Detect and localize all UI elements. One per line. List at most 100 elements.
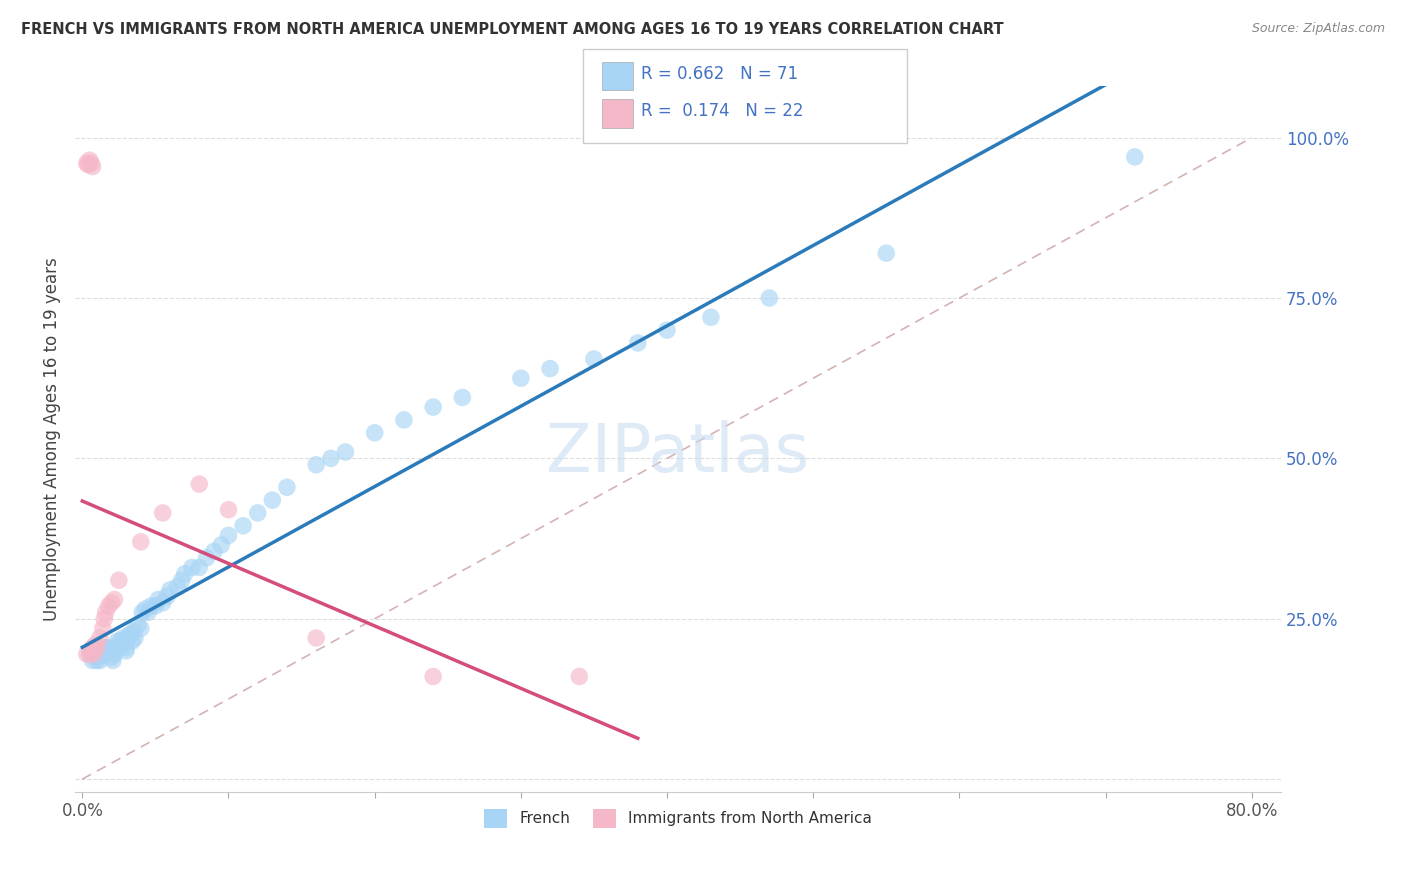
Point <box>80 156 103 170</box>
Point <box>115 644 138 658</box>
Point <box>121 634 143 648</box>
Point <box>91 640 114 655</box>
Point <box>1123 150 1146 164</box>
Point <box>188 560 211 574</box>
Point <box>94 605 117 619</box>
Point <box>112 631 135 645</box>
Point <box>202 544 225 558</box>
Point <box>108 574 131 588</box>
Point <box>104 640 127 655</box>
Point <box>76 647 98 661</box>
Point <box>82 653 104 667</box>
Point <box>127 618 149 632</box>
Point <box>129 621 152 635</box>
Point <box>305 458 328 472</box>
Point <box>363 425 385 440</box>
Point <box>152 506 174 520</box>
Point <box>98 644 121 658</box>
Point <box>188 477 211 491</box>
Point <box>103 647 125 661</box>
Point <box>96 644 118 658</box>
Point <box>105 634 128 648</box>
Point <box>124 631 146 645</box>
Point <box>117 631 139 645</box>
Point <box>129 534 152 549</box>
Point <box>83 647 105 661</box>
Point <box>90 647 112 661</box>
Point <box>134 602 156 616</box>
Point <box>218 528 240 542</box>
Point <box>86 653 108 667</box>
Point <box>319 451 342 466</box>
Point <box>122 624 145 639</box>
Point <box>110 634 132 648</box>
Point <box>538 361 561 376</box>
Point <box>79 153 101 168</box>
Point <box>568 669 591 683</box>
Point <box>82 640 104 655</box>
Point <box>115 640 138 655</box>
Point <box>136 605 159 619</box>
Point <box>170 574 193 588</box>
Point <box>156 590 179 604</box>
Point <box>93 647 115 661</box>
Point <box>392 413 415 427</box>
Point <box>148 592 170 607</box>
Point <box>627 335 650 350</box>
Point <box>82 160 104 174</box>
Point <box>509 371 531 385</box>
Point <box>232 518 254 533</box>
Point <box>195 550 218 565</box>
Point <box>246 506 269 520</box>
Point <box>101 653 124 667</box>
Legend: French, Immigrants from North America: French, Immigrants from North America <box>478 803 879 834</box>
Point <box>422 669 444 683</box>
Point <box>77 158 100 172</box>
Point <box>758 291 780 305</box>
Point <box>218 502 240 516</box>
Point <box>80 644 103 658</box>
Point <box>83 647 105 661</box>
Point <box>89 653 111 667</box>
Point <box>159 582 181 597</box>
Point <box>131 605 153 619</box>
Point <box>276 480 298 494</box>
Point <box>86 650 108 665</box>
Text: ZIPatlas: ZIPatlas <box>547 420 810 486</box>
Point <box>103 592 125 607</box>
Point <box>79 647 101 661</box>
Point <box>181 560 204 574</box>
Text: FRENCH VS IMMIGRANTS FROM NORTH AMERICA UNEMPLOYMENT AMONG AGES 16 TO 19 YEARS C: FRENCH VS IMMIGRANTS FROM NORTH AMERICA … <box>21 22 1004 37</box>
Point <box>100 596 122 610</box>
Point <box>139 599 162 613</box>
Point <box>335 445 357 459</box>
Point <box>97 640 120 655</box>
Point <box>111 637 134 651</box>
Point <box>145 599 167 613</box>
Point <box>100 650 122 665</box>
Point <box>76 156 98 170</box>
Point <box>655 323 678 337</box>
Point <box>84 637 107 651</box>
Point <box>305 631 328 645</box>
Point <box>108 640 131 655</box>
Text: R = 0.662   N = 71: R = 0.662 N = 71 <box>641 65 799 83</box>
Point <box>79 647 101 661</box>
Text: R =  0.174   N = 22: R = 0.174 N = 22 <box>641 103 804 120</box>
Point <box>91 621 114 635</box>
Y-axis label: Unemployment Among Ages 16 to 19 years: Unemployment Among Ages 16 to 19 years <box>44 257 60 621</box>
Point <box>152 596 174 610</box>
Point <box>86 640 108 655</box>
Point <box>93 612 115 626</box>
Point <box>262 493 284 508</box>
Point <box>166 580 188 594</box>
Point <box>173 566 195 581</box>
Point <box>700 310 723 325</box>
Point <box>118 628 141 642</box>
Point <box>120 628 142 642</box>
Point <box>209 538 232 552</box>
Point <box>582 351 605 366</box>
Point <box>422 400 444 414</box>
Point <box>94 640 117 655</box>
Point <box>97 599 120 613</box>
